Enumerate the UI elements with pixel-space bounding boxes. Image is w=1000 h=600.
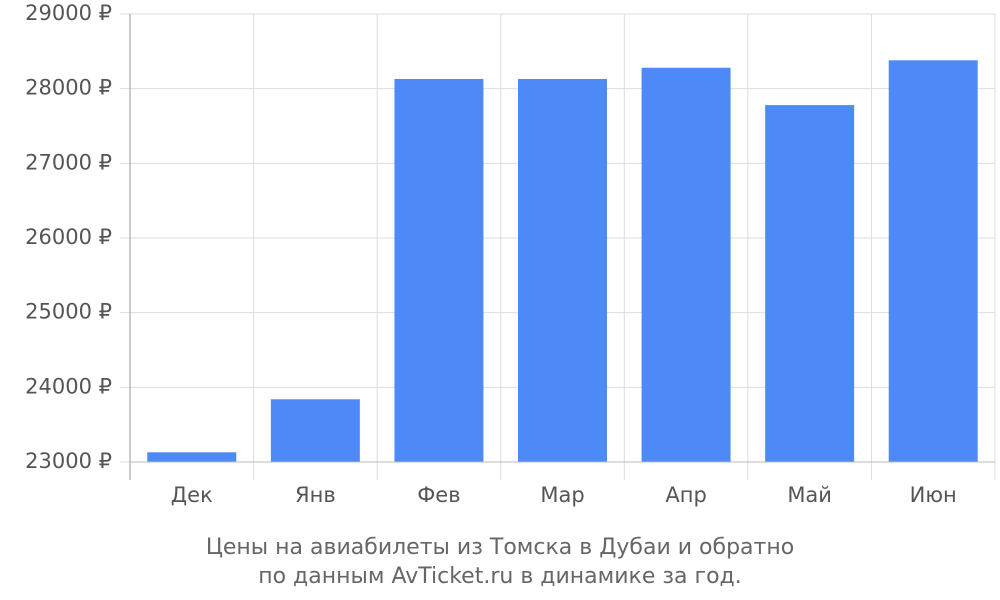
- x-tick-label: Янв: [295, 483, 336, 507]
- x-tick-label: Фев: [417, 483, 460, 507]
- y-tick-label: 24000 ₽: [25, 374, 112, 398]
- y-tick-label: 23000 ₽: [25, 449, 112, 473]
- x-tick-label: Апр: [665, 483, 706, 507]
- bar: [765, 105, 855, 463]
- bar: [518, 78, 607, 463]
- bar: [147, 452, 237, 462]
- chart-title: по данным AvTicket.ru в динамике за год.: [258, 564, 742, 589]
- y-tick-label: 27000 ₽: [25, 150, 112, 174]
- y-tick-label: 25000 ₽: [25, 300, 112, 324]
- y-tick-label: 29000 ₽: [25, 1, 112, 25]
- bar: [888, 60, 978, 462]
- y-tick-label: 26000 ₽: [25, 225, 112, 249]
- x-tick-label: Июн: [910, 483, 957, 507]
- chart-title: Цены на авиабилеты из Томска в Дубаи и о…: [206, 535, 794, 560]
- x-tick-label: Мар: [540, 483, 584, 507]
- bar: [641, 67, 731, 462]
- x-tick-label: Май: [787, 483, 832, 507]
- y-tick-label: 28000 ₽: [25, 76, 112, 100]
- bar: [270, 399, 360, 462]
- bar: [394, 78, 484, 463]
- x-tick-label: Дек: [171, 483, 213, 507]
